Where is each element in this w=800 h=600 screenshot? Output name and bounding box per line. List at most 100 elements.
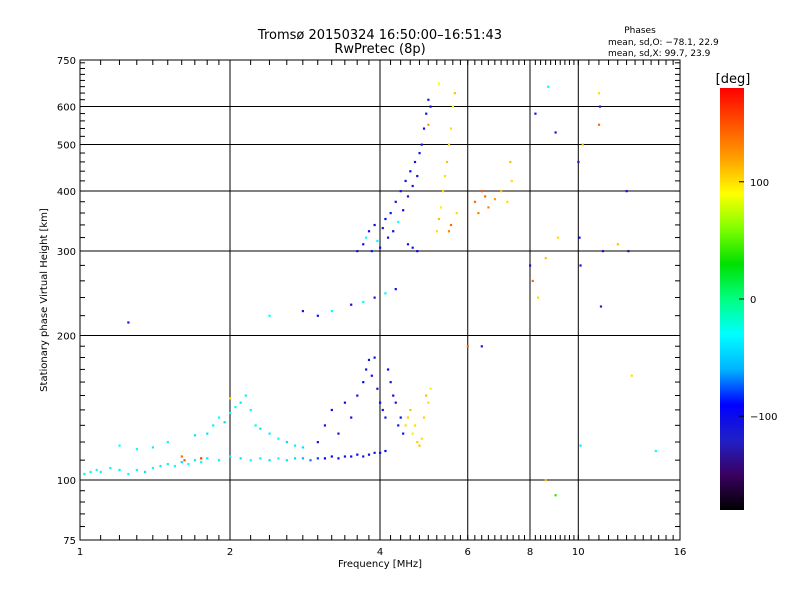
data-point <box>89 470 92 474</box>
data-point <box>187 462 190 466</box>
x-tick-label: 10 <box>572 547 585 558</box>
data-point <box>389 381 392 384</box>
data-point <box>529 264 532 267</box>
data-point <box>399 416 402 419</box>
phases-x-mode: mean, sd,X: 99.7, 23.9 <box>608 49 711 59</box>
data-point <box>373 296 376 299</box>
grid-lines <box>80 60 680 540</box>
data-point <box>337 432 340 435</box>
data-point <box>399 190 402 193</box>
data-point <box>259 427 262 430</box>
data-point <box>500 190 503 193</box>
data-point <box>373 356 376 359</box>
data-point <box>411 246 414 249</box>
data-point <box>422 416 426 419</box>
data-point <box>217 459 221 462</box>
data-point <box>330 408 333 412</box>
data-point <box>416 250 419 253</box>
data-point <box>293 457 297 460</box>
data-point <box>402 209 405 212</box>
data-point <box>259 457 262 460</box>
data-point <box>365 368 368 371</box>
data-point <box>473 200 477 203</box>
x-axis-label: Frequency [MHz] <box>338 559 422 570</box>
data-point <box>330 309 333 313</box>
y-tick-label: 600 <box>57 103 76 114</box>
data-point <box>384 292 387 295</box>
data-point <box>151 446 155 449</box>
data-point <box>544 479 547 482</box>
x-tick-label: 1 <box>77 547 83 558</box>
data-point <box>437 217 441 221</box>
data-point <box>554 494 557 497</box>
phases-heading: Phases <box>624 26 656 36</box>
data-point <box>441 190 445 193</box>
data-point <box>135 448 138 451</box>
data-point <box>379 246 382 249</box>
data-point <box>413 424 417 427</box>
data-point <box>386 368 390 371</box>
data-point <box>373 223 376 227</box>
data-point <box>367 453 371 456</box>
axis-ticks: 1 2 4 6 8 10 16 75 100 200 300 400 500 600 750 <box>57 56 686 558</box>
data-point <box>193 459 197 462</box>
data-point <box>277 457 280 460</box>
y-tick-label: 75 <box>63 536 76 547</box>
data-point <box>367 230 371 233</box>
data-point <box>411 184 414 188</box>
series-group <box>127 98 432 324</box>
data-point <box>409 170 412 173</box>
data-point <box>135 468 138 472</box>
data-point <box>413 160 417 164</box>
data-point <box>159 464 162 468</box>
data-point <box>394 401 397 404</box>
data-point <box>425 394 428 397</box>
data-point <box>343 401 347 404</box>
data-point <box>379 451 382 454</box>
data-point <box>484 195 487 198</box>
data-point <box>384 449 387 453</box>
data-point <box>384 217 387 221</box>
data-point <box>416 441 419 444</box>
data-point <box>285 441 288 444</box>
data-point <box>367 358 371 362</box>
data-point <box>451 105 455 108</box>
y-tick-label: 100 <box>57 476 76 487</box>
data-point <box>427 123 430 126</box>
data-point <box>356 250 359 253</box>
data-point <box>480 345 483 348</box>
data-point <box>95 468 98 472</box>
colorbar-tick-label: 0 <box>750 295 756 306</box>
data-point <box>381 227 384 230</box>
data-point <box>429 105 432 108</box>
data-point <box>556 236 560 239</box>
data-point <box>301 309 305 313</box>
data-point <box>536 296 540 299</box>
data-point <box>183 459 186 462</box>
data-point <box>223 421 226 424</box>
data-point <box>429 387 432 390</box>
data-point <box>309 459 312 462</box>
data-point <box>534 112 537 115</box>
data-point <box>581 143 584 146</box>
data-point <box>598 105 602 108</box>
colorbar-label: [deg] <box>716 72 751 87</box>
data-point <box>420 437 423 440</box>
data-point <box>109 466 112 470</box>
data-point <box>166 462 169 466</box>
data-point <box>447 143 451 146</box>
x-tick-label: 16 <box>674 547 687 558</box>
data-point <box>350 455 353 458</box>
data-point <box>356 453 359 456</box>
data-point <box>173 464 177 468</box>
data-point <box>599 305 603 308</box>
data-point <box>323 424 327 427</box>
data-point <box>350 303 353 306</box>
data-point <box>200 457 203 460</box>
data-point <box>268 314 271 317</box>
x-tick-label: 4 <box>377 547 383 558</box>
data-point <box>392 394 395 397</box>
data-point <box>316 441 319 444</box>
data-point <box>180 461 183 464</box>
